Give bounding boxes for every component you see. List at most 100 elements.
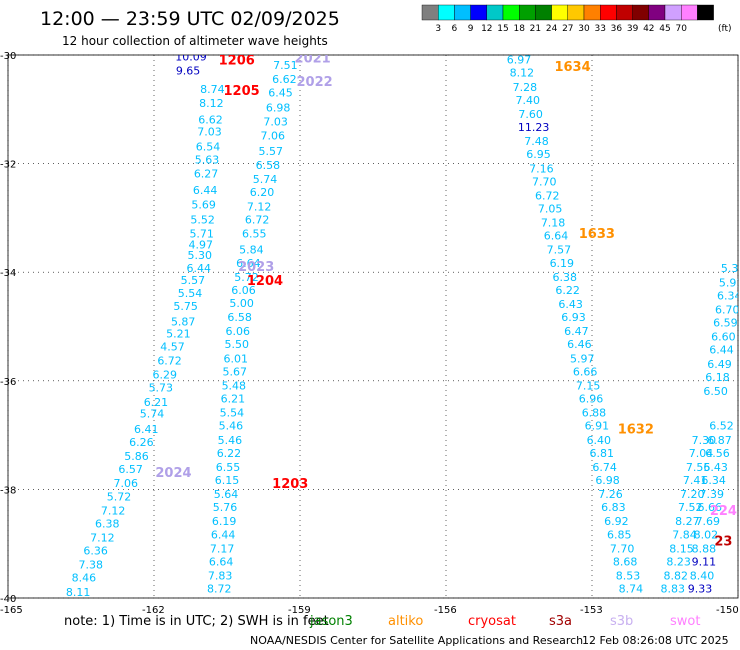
- data-point-jason3: 7.38: [78, 559, 103, 572]
- chart-subtitle: 12 hour collection of altimeter wave hei…: [62, 34, 328, 48]
- data-point-jason3-c: 6.19: [550, 257, 575, 270]
- data-point-dark: 10.09: [175, 50, 207, 63]
- data-point-jason3-c: 7.16: [529, 162, 554, 175]
- data-point-jason3-c: 7.57: [547, 244, 572, 257]
- data-point-jason3-c: 7.40: [516, 94, 541, 107]
- data-point-jason3-b: 5.00: [229, 297, 254, 310]
- data-point-jason3-d: 8.83: [661, 583, 686, 596]
- data-point-jason3-e: 6.34: [701, 474, 726, 487]
- data-point-jason3-f: 6.60: [711, 331, 736, 344]
- data-point-jason3-c: 6.40: [587, 434, 612, 447]
- pass-label: 1634: [554, 60, 590, 75]
- data-point-jason3: 6.29: [152, 369, 177, 382]
- data-point-jason3: 7.89: [60, 599, 85, 612]
- data-point-jason3: 7.12: [101, 504, 126, 517]
- data-point-jason3-b: 7.83: [208, 570, 233, 583]
- data-point-jason3: 6.41: [134, 423, 159, 436]
- data-point-jason3-d: 8.27: [675, 515, 700, 528]
- data-point-jason3-c: 6.96: [579, 393, 604, 406]
- footer-note: note: 1) Time is in UTC; 2) SWH is in fe…: [64, 614, 329, 629]
- colorbar-swatch: [486, 4, 504, 21]
- data-point-jason3: 4.97: [188, 238, 213, 251]
- pass-label: 1204: [247, 274, 283, 289]
- data-point-jason3: 8.46: [72, 572, 97, 585]
- data-point-jason3: 5.54: [178, 287, 203, 300]
- colorbar-level: 6: [452, 24, 458, 34]
- x-tick-label: -150: [716, 605, 739, 616]
- colorbar-swatch: [681, 4, 698, 21]
- data-point-jason3-c: 6.93: [561, 311, 586, 324]
- colorbar-swatch: [648, 4, 666, 21]
- colorbar-swatch: [535, 4, 552, 21]
- data-point-jason3-b: 6.45: [268, 86, 293, 99]
- data-point-jason3-c: 6.47: [564, 325, 589, 338]
- data-point-jason3-c: 5.97: [570, 352, 595, 365]
- colorbar-swatch: [616, 4, 633, 21]
- colorbar-level: 70: [675, 24, 687, 34]
- data-point-jason3-b: 6.72: [245, 213, 270, 226]
- pass-label: 1205: [224, 84, 260, 99]
- data-point-jason3: 5.52: [190, 213, 215, 226]
- data-point-jason3-d: 7.20: [680, 488, 705, 501]
- data-point-jason3-b: 6.06: [231, 284, 256, 297]
- colorbar-swatch: [421, 4, 439, 21]
- data-point-jason3: 5.75: [173, 300, 198, 313]
- data-point-jason3-b: 6.58: [256, 159, 281, 172]
- data-point-jason3-c: 7.48: [524, 135, 549, 148]
- data-point-jason3-c: 8.74: [619, 583, 644, 596]
- data-point-jason3-b: 5.84: [239, 244, 264, 257]
- data-point-jason3: 5.57: [181, 274, 206, 287]
- data-point-jason3: 6.27: [194, 168, 219, 181]
- y-tick-label: -40: [0, 594, 16, 605]
- data-point-jason3-f: 5.38: [721, 262, 740, 275]
- data-point-jason3-d: 8.15: [669, 542, 694, 555]
- data-point-jason3-b: 6.15: [215, 474, 240, 487]
- data-point-jason3-c: 7.70: [532, 175, 557, 188]
- data-point-jason3-b: 6.20: [250, 186, 275, 199]
- pass-label: 2023: [238, 260, 274, 275]
- data-point-jason3: 5.72: [107, 490, 132, 503]
- data-point-jason3: 6.54: [196, 141, 221, 154]
- data-point-jason3-c: 7.15: [576, 379, 601, 392]
- data-point-jason3: 5.86: [124, 450, 149, 463]
- data-point-jason3-e: 6.66: [698, 501, 723, 514]
- data-point-jason3-c: 6.95: [526, 148, 551, 161]
- data-point-dark: 9.33: [688, 583, 713, 596]
- data-point-jason3-c: 7.28: [513, 81, 538, 94]
- data-point-jason3-c: 6.91: [585, 420, 610, 433]
- data-point-jason3-b: 6.22: [217, 447, 242, 460]
- data-point-jason3-e: 7.69: [696, 515, 721, 528]
- satellite-s3a: s3a: [549, 614, 572, 629]
- data-point-jason3-b: 8.72: [207, 583, 232, 596]
- data-point-jason3: 7.12: [90, 532, 115, 545]
- data-point-jason3-b: 6.58: [227, 311, 252, 324]
- colorbar-swatch: [454, 4, 471, 21]
- satellite-jason3: jason3: [309, 614, 353, 629]
- data-point-jason3-b: 5.48: [222, 379, 247, 392]
- data-points: 8.748.126.627.036.545.636.276.445.695.52…: [60, 50, 740, 612]
- data-point-jason3-e: 6.87: [707, 434, 732, 447]
- data-point-jason3-d: 7.41: [683, 474, 708, 487]
- data-point-jason3-f: 6.70: [715, 303, 740, 316]
- data-point-jason3-b: 7.03: [263, 116, 288, 129]
- data-point-jason3: 6.44: [193, 184, 218, 197]
- data-point-jason3-b: 5.64: [214, 488, 239, 501]
- data-point-jason3-e: 6.52: [709, 420, 734, 433]
- data-point-jason3-e: 8.88: [692, 542, 717, 555]
- data-point-jason3-c: 8.12: [510, 67, 535, 80]
- data-point-jason3: 7.03: [197, 125, 222, 138]
- data-point-jason3-c: 8.53: [616, 570, 641, 583]
- data-point-jason3-b: 5.46: [218, 434, 243, 447]
- data-point-jason3-d: 8.82: [663, 570, 688, 583]
- colorbar-level: 45: [659, 24, 670, 34]
- data-point-jason3-c: 6.72: [535, 189, 560, 202]
- data-point-jason3-f: 6.44: [709, 344, 734, 357]
- data-point-jason3-e: 6.43: [703, 461, 728, 474]
- footer-credit: NOAA/NESDIS Center for Satellite Applica…: [250, 634, 583, 647]
- data-point-jason3-c: 7.26: [598, 488, 623, 501]
- data-point-jason3-c: 6.22: [555, 284, 580, 297]
- data-point-jason3-b: 7.51: [273, 59, 298, 72]
- data-point-jason3-c: 7.18: [541, 217, 566, 230]
- data-point-jason3-b: 6.01: [224, 352, 249, 365]
